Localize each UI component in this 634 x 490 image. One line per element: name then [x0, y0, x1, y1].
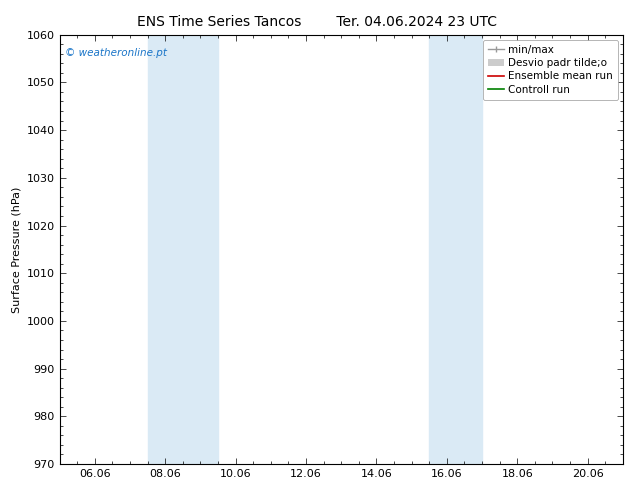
Text: © weatheronline.pt: © weatheronline.pt [65, 48, 167, 58]
Y-axis label: Surface Pressure (hPa): Surface Pressure (hPa) [11, 186, 21, 313]
Legend: min/max, Desvio padr tilde;o, Ensemble mean run, Controll run: min/max, Desvio padr tilde;o, Ensemble m… [482, 40, 618, 99]
Text: ENS Time Series Tancos        Ter. 04.06.2024 23 UTC: ENS Time Series Tancos Ter. 04.06.2024 2… [137, 15, 497, 29]
Bar [429, 35, 482, 464]
Bar [148, 35, 218, 464]
